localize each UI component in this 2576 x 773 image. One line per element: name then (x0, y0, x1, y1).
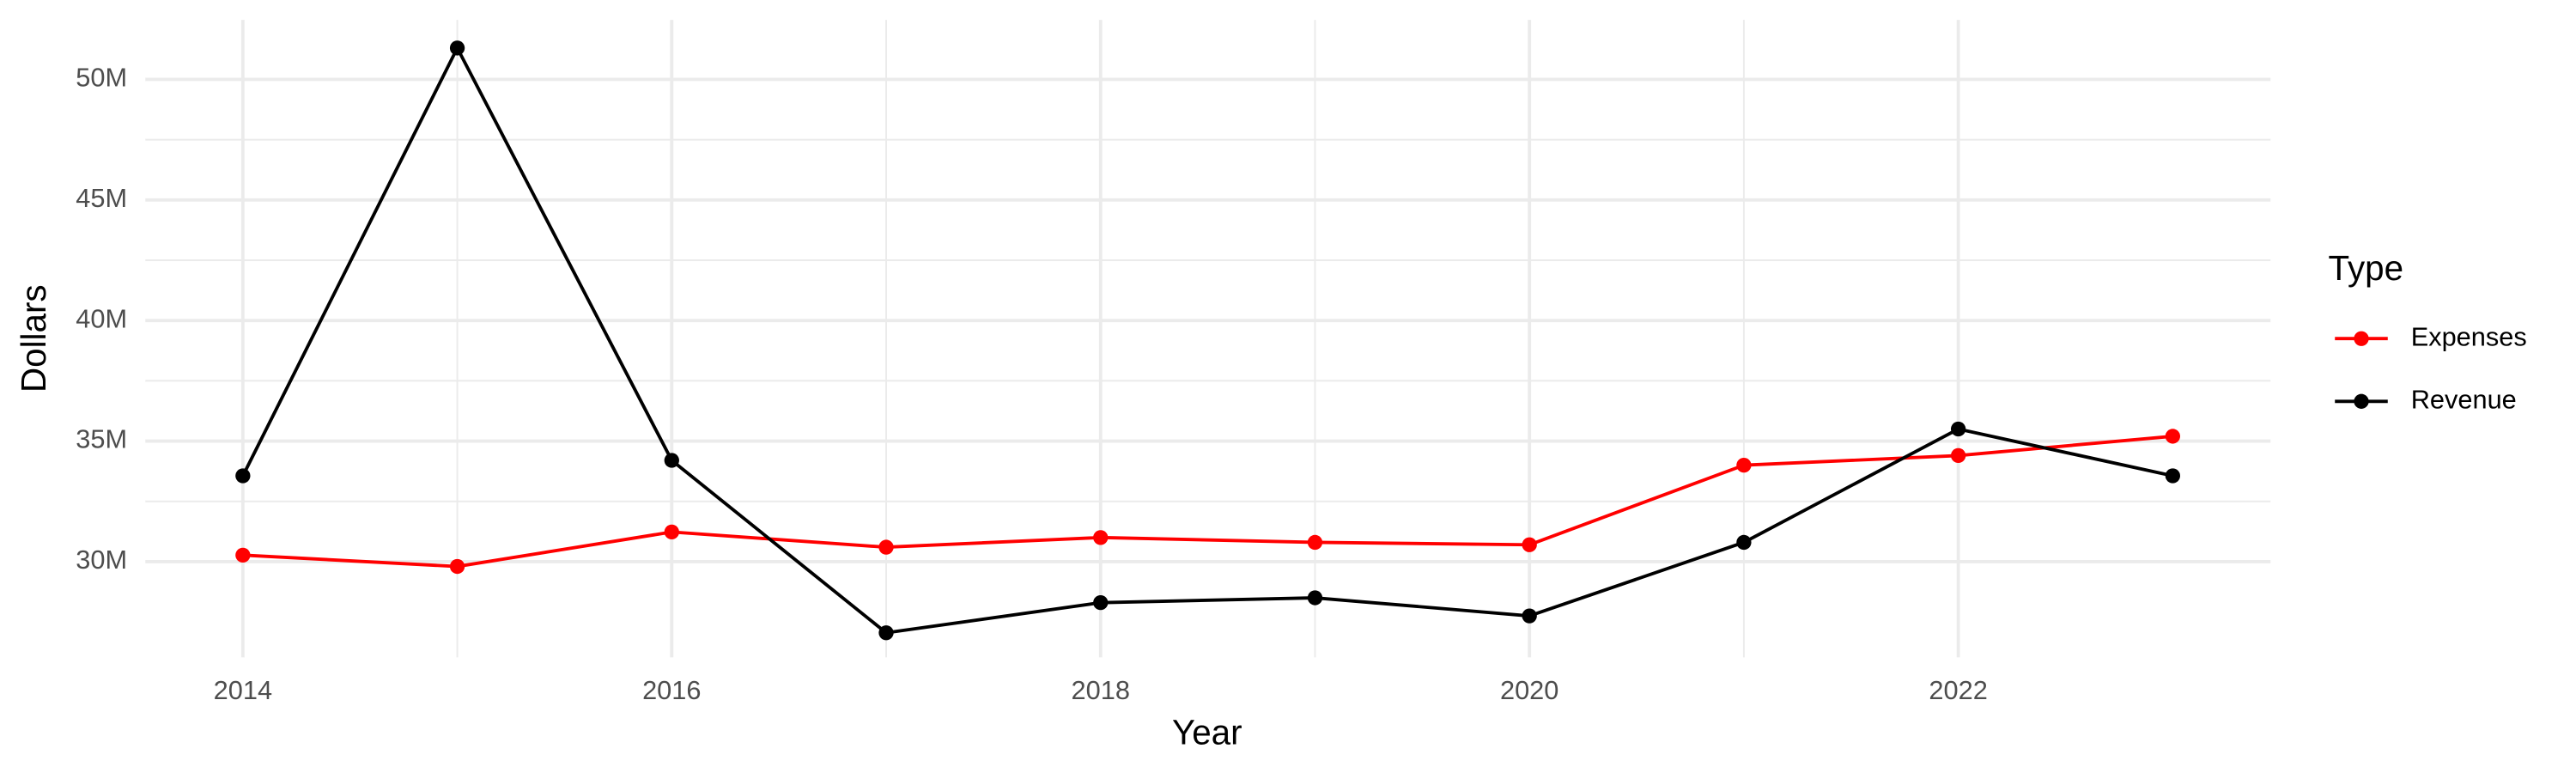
data-point (878, 625, 894, 641)
legend-label: Expenses (2411, 321, 2527, 351)
data-point (1307, 590, 1323, 606)
data-point (1522, 537, 1537, 552)
series-line (242, 435, 2173, 569)
x-tick-label: 2020 (1500, 675, 1558, 705)
series-line (241, 44, 2173, 635)
data-point (1093, 595, 1109, 611)
data-point (1093, 530, 1109, 545)
data-point (664, 453, 679, 468)
data-point (664, 524, 679, 540)
legend-label: Revenue (2411, 384, 2517, 414)
y-tick-label: 50M (76, 63, 127, 93)
y-tick-label: 35M (76, 424, 127, 454)
data-point (1307, 534, 1323, 551)
data-point (235, 468, 251, 484)
x-tick-label: 2016 (642, 675, 701, 705)
x-tick-label: 2014 (214, 675, 272, 705)
data-point (1736, 457, 1752, 473)
x-tick-label: 2018 (1072, 675, 1130, 705)
y-tick-label: 45M (76, 183, 127, 213)
legend-title: Type (2329, 248, 2404, 288)
data-point (449, 558, 465, 575)
y-axis-title: Dollars (14, 284, 53, 393)
data-point (1522, 608, 1537, 624)
y-tick-label: 40M (76, 303, 127, 333)
data-point (2165, 468, 2181, 484)
data-point (1950, 421, 1966, 437)
legend-swatch-point (2354, 393, 2369, 409)
data-point (449, 40, 465, 56)
y-tick-label: 30M (76, 545, 127, 575)
x-tick-label: 2022 (1929, 675, 1987, 705)
x-axis-title: Year (1172, 712, 1242, 752)
legend-swatch-point (2354, 331, 2369, 346)
data-point (1950, 447, 1966, 464)
data-point (1736, 534, 1752, 551)
data-point (235, 547, 251, 563)
data-point (878, 539, 894, 555)
data-point (2165, 429, 2181, 444)
